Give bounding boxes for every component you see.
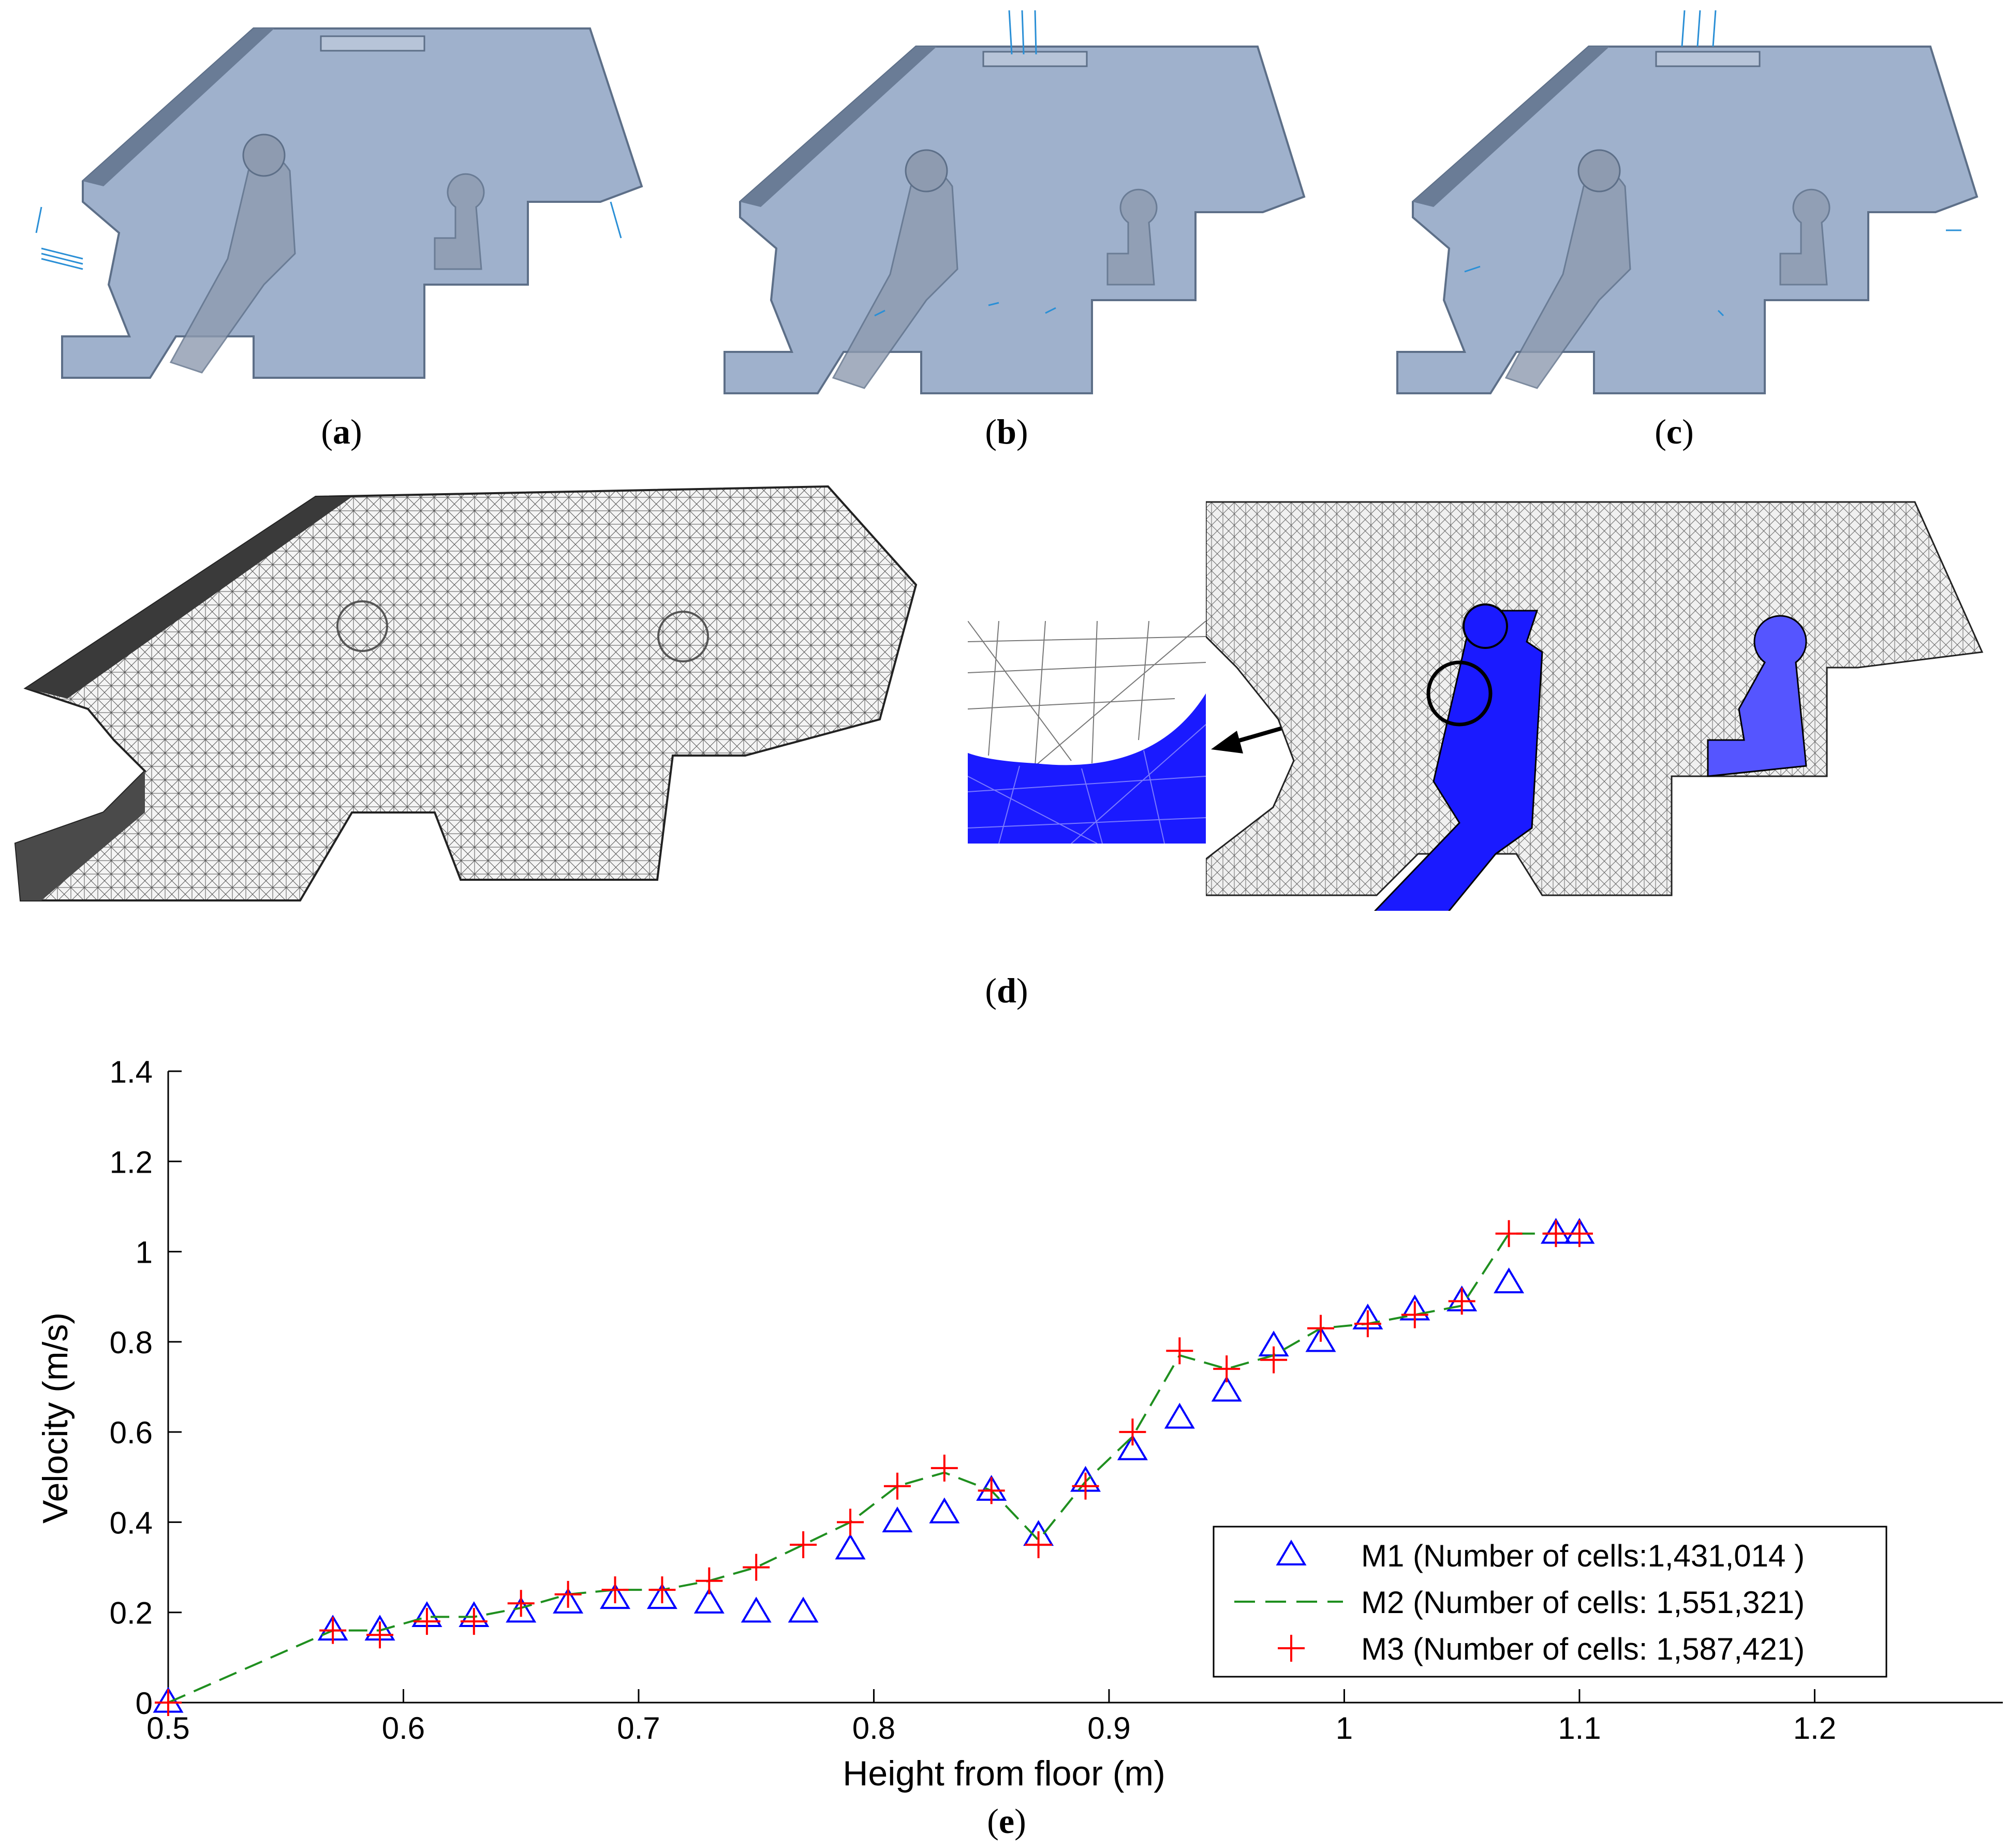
data-point-triangle (1211, 1376, 1242, 1402)
caption-a: (a) (321, 412, 362, 451)
data-point-plus (978, 1477, 1005, 1504)
x-axis-ticks: 0.5 0.6 0.7 0.8 0.9 1 1.1 1.2 (146, 1689, 1836, 1746)
chart-legend: M1 (Number of cells:1,431,014 ) M2 (Numbe… (1213, 1526, 1887, 1678)
data-point-triangle (741, 1596, 772, 1623)
data-point-plus (1566, 1220, 1593, 1247)
x-tick-label: 0.9 (1087, 1711, 1130, 1746)
series-m3 (155, 1220, 1593, 1716)
caption-d: (d) (985, 971, 1028, 1010)
legend-marker-triangle (1276, 1540, 1307, 1565)
data-point-triangle (1117, 1434, 1148, 1460)
data-point-plus (460, 1608, 488, 1635)
y-tick-label: 0.6 (110, 1415, 153, 1450)
data-point-plus (1448, 1288, 1475, 1315)
y-tick-label: 0.2 (110, 1596, 153, 1631)
velocity-chart: 0 0.2 0.4 0.6 0.8 1 1.2 1.4 0.5 0.6 0.7 0.8 0.9 1 1.1… (36, 1055, 2003, 1793)
data-point-plus (1307, 1314, 1334, 1342)
occupant-front (1374, 603, 1543, 911)
caption-b: (b) (985, 412, 1028, 451)
x-tick-label: 0.8 (852, 1711, 895, 1746)
y-axis-ticks: 0 0.2 0.4 0.6 0.8 1 1.2 1.4 (110, 1055, 182, 1721)
x-axis-label: Height from floor (m) (843, 1754, 1165, 1793)
data-point-plus (413, 1608, 440, 1635)
legend-label: M1 (Number of cells:1,431,014 ) (1361, 1539, 1805, 1573)
data-point-plus (366, 1621, 394, 1649)
data-point-plus (1025, 1531, 1052, 1558)
data-point-plus (1072, 1472, 1099, 1500)
x-tick-label: 0.7 (617, 1711, 660, 1746)
y-tick-label: 0.4 (110, 1505, 153, 1540)
y-tick-label: 0.8 (110, 1325, 153, 1360)
caption-e: (e) (987, 1801, 1026, 1841)
data-point-triangle (646, 1583, 677, 1609)
x-tick-label: 1.1 (1558, 1711, 1601, 1746)
data-point-plus (507, 1590, 535, 1617)
data-point-plus (883, 1472, 911, 1500)
data-point-plus (1213, 1355, 1241, 1383)
y-tick-label: 1.4 (110, 1055, 153, 1089)
y-tick-label: 1 (136, 1235, 153, 1270)
x-tick-label: 1 (1336, 1711, 1353, 1746)
data-point-plus (648, 1576, 676, 1604)
series-layer (153, 1218, 1595, 1716)
data-point-plus (1401, 1301, 1428, 1328)
airflow-arrows (1464, 10, 1961, 317)
cabin-panel-b (724, 10, 1306, 394)
data-point-triangle (553, 1587, 584, 1614)
data-point-triangle (1164, 1402, 1195, 1429)
data-point-triangle (835, 1533, 866, 1560)
data-point-plus (1354, 1310, 1381, 1337)
x-tick-label: 1.2 (1793, 1711, 1836, 1746)
legend-marker-plus (1278, 1635, 1305, 1662)
data-point-triangle (1305, 1326, 1336, 1352)
data-point-triangle (693, 1587, 725, 1614)
data-point-triangle (600, 1583, 631, 1609)
data-point-plus (319, 1617, 347, 1644)
data-point-plus (1542, 1220, 1570, 1247)
cabin-geometry (1396, 46, 1979, 394)
occupant-rear (1707, 615, 1807, 777)
data-point-plus (743, 1554, 770, 1581)
data-point-plus (931, 1454, 958, 1482)
cabin-geometry (724, 46, 1306, 394)
data-point-triangle (1494, 1267, 1525, 1294)
data-point-plus (837, 1509, 864, 1536)
legend-box (1213, 1526, 1887, 1678)
data-point-plus (554, 1580, 582, 1608)
data-point-plus (601, 1576, 629, 1604)
mesh-3d-view (14, 485, 918, 901)
data-point-plus (155, 1689, 182, 1716)
data-point-plus (696, 1567, 723, 1594)
airflow-arrows (35, 201, 622, 270)
cabin-panel-c (1396, 10, 1979, 394)
data-point-plus (1119, 1418, 1146, 1446)
mesh-2d-section (1206, 501, 1984, 911)
data-point-triangle (882, 1506, 913, 1533)
data-point-plus (1495, 1220, 1523, 1247)
data-point-plus (1260, 1346, 1288, 1373)
data-point-plus (1166, 1337, 1193, 1365)
data-point-plus (790, 1531, 817, 1558)
mesh-zoom-inset (968, 621, 1206, 844)
x-tick-label: 0.5 (146, 1711, 189, 1746)
y-axis-label: Velocity (m/s) (36, 1312, 75, 1524)
cabin-panel-a (35, 27, 643, 379)
x-tick-label: 0.6 (382, 1711, 425, 1746)
caption-c: (c) (1655, 412, 1694, 451)
data-point-triangle (788, 1596, 819, 1623)
y-tick-label: 0 (136, 1686, 153, 1721)
airflow-arrows (874, 10, 1056, 317)
data-point-triangle (929, 1497, 960, 1524)
legend-label: M3 (Number of cells: 1,587,421) (1361, 1632, 1805, 1666)
cabin-geometry (61, 27, 643, 379)
chart-axes (167, 1071, 2003, 1704)
legend-label: M2 (Number of cells: 1,551,321) (1361, 1585, 1805, 1620)
y-tick-label: 1.2 (110, 1145, 153, 1179)
